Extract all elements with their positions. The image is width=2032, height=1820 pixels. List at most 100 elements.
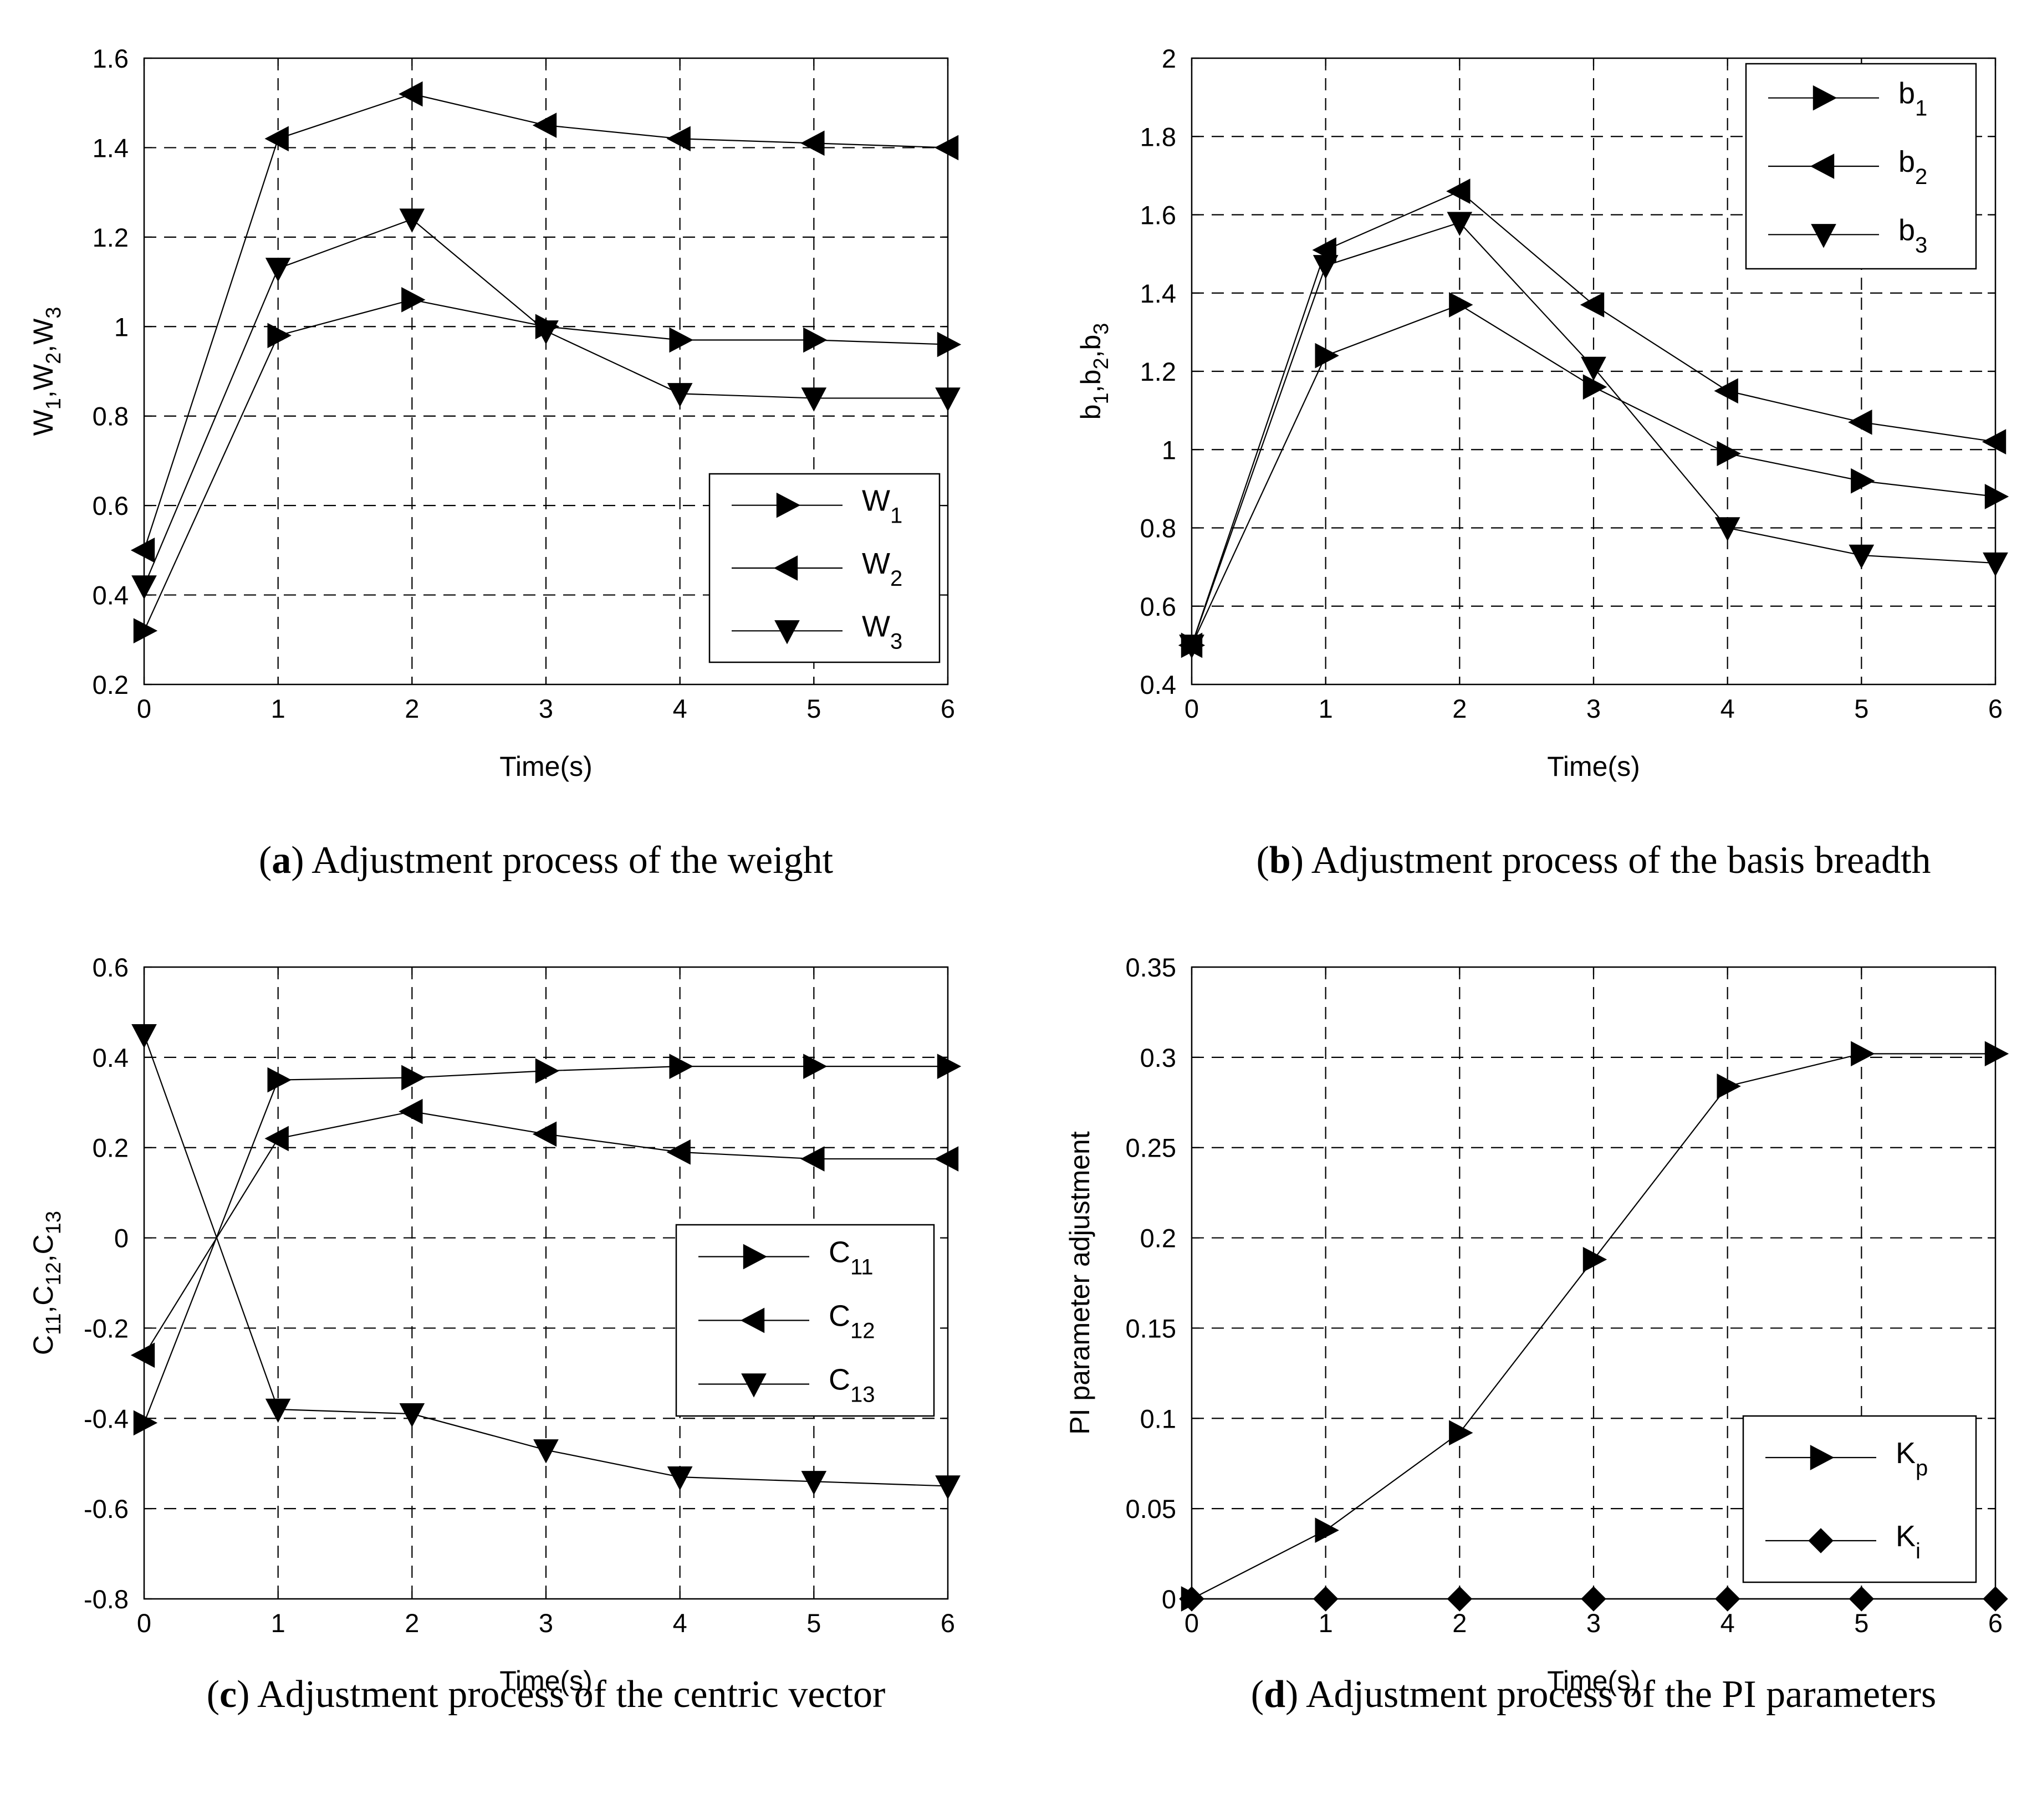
legend: Kp Ki (1742, 1415, 1977, 1583)
data-point-Kp (1717, 1073, 1741, 1099)
x-tick-label: 1 (271, 1608, 285, 1638)
series-W3 (131, 208, 961, 600)
data-point-W3 (667, 383, 693, 407)
series-Ki (1179, 1586, 2008, 1612)
caption-a: (a) Adjustment process of the weight (259, 839, 834, 882)
y-tick-label: 0.8 (1140, 514, 1176, 543)
y-tick-label: -0.8 (84, 1584, 129, 1614)
y-axis-label: PI parameter adjustment (1064, 1131, 1095, 1435)
x-tick-label: 3 (539, 1608, 553, 1638)
legend-marker-C13 (741, 1373, 767, 1398)
data-point-W1 (669, 327, 693, 353)
chart-panel-a: 0 1 2 3 4 5 6 0.2 0.4 0.6 0.8 1 1.2 1.4 1.6 Time(s) W1,W… (28, 44, 962, 882)
data-point-C12 (532, 1121, 557, 1147)
legend-label-C12: C12 (829, 1300, 875, 1343)
data-point-C12 (666, 1139, 691, 1165)
y-tick-label: 1.4 (93, 133, 129, 162)
data-point-C13 (935, 1475, 961, 1500)
x-tick-label: 4 (1720, 1608, 1735, 1638)
data-point-b3 (1983, 552, 2008, 577)
y-tick-label: 0.4 (93, 1043, 129, 1072)
data-point-b1 (1449, 292, 1473, 318)
data-point-b1 (1851, 468, 1875, 494)
data-point-Ki (1983, 1586, 2008, 1612)
legend-marker-W1 (776, 492, 801, 518)
data-point-b2 (1580, 292, 1605, 318)
legend-marker-C12 (740, 1307, 765, 1333)
data-point-C13 (131, 1024, 157, 1049)
y-tick-label: 0.2 (1140, 1224, 1176, 1253)
chart-panel-c: 0 1 2 3 4 5 6 -0.8 -0.6 -0.4 -0.2 0 0.2 0.4 0.6 Time(s)… (28, 953, 962, 1716)
data-point-W2 (934, 135, 959, 161)
x-tick-label: 2 (405, 1608, 419, 1638)
data-point-b3 (1714, 517, 1740, 541)
series-C11 (133, 1054, 962, 1436)
series-b3 (1179, 212, 2008, 659)
x-tick-label: 6 (1988, 694, 2003, 723)
data-point-C11 (401, 1065, 426, 1091)
y-tick-label: 2 (1162, 44, 1176, 73)
data-point-b3 (1849, 544, 1875, 569)
x-tick-label: 5 (1854, 694, 1868, 723)
legend-label-W3: W3 (862, 610, 902, 653)
legend-label-Kp: Kp (1896, 1436, 1928, 1480)
data-point-C11 (133, 1410, 158, 1436)
y-axis-label: W1,W2,W3 (28, 307, 65, 436)
data-point-W3 (801, 387, 827, 412)
x-axis-label: Time(s) (1547, 751, 1640, 782)
data-point-Ki (1447, 1586, 1473, 1612)
y-tick-label: -0.4 (84, 1404, 129, 1433)
legend-label-W2: W2 (862, 547, 902, 591)
y-tick-label: 0.05 (1126, 1494, 1176, 1524)
data-point-C11 (267, 1067, 292, 1093)
legend-marker-Kp (1810, 1445, 1835, 1470)
data-point-W1 (803, 327, 828, 353)
y-axis-label: b1,b2,b3 (1075, 323, 1113, 420)
data-point-W2 (264, 126, 289, 152)
caption-d: (d) Adjustment process of the PI paramet… (1251, 1673, 1936, 1716)
x-tick-label: 4 (673, 694, 687, 723)
data-point-W3 (935, 387, 961, 412)
data-point-Ki (1849, 1586, 1875, 1612)
y-tick-label: 0.6 (93, 953, 129, 982)
data-point-b1 (1315, 342, 1339, 369)
y-tick-label: 0 (114, 1224, 129, 1253)
legend: W1 W2 W3 (708, 473, 941, 663)
x-tick-label: 0 (137, 694, 151, 723)
data-point-W2 (666, 126, 691, 152)
x-axis-label: Time(s) (499, 751, 593, 782)
x-tick-label: 0 (137, 1608, 151, 1638)
legend-label-b1: b1 (1898, 77, 1927, 121)
data-point-b2 (1714, 378, 1738, 404)
data-point-C13 (667, 1466, 693, 1491)
legend-marker-C11 (743, 1244, 768, 1270)
legend: b1 b2 b3 (1745, 63, 1977, 270)
legend-label-C13: C13 (829, 1363, 875, 1407)
data-point-W3 (399, 208, 425, 233)
x-tick-label: 4 (1720, 694, 1735, 723)
data-point-Ki (1313, 1586, 1339, 1612)
y-tick-label: 0.6 (93, 491, 129, 520)
y-tick-label: -0.6 (84, 1494, 129, 1524)
data-point-W1 (401, 287, 426, 313)
y-tick-label: 0 (1162, 1584, 1176, 1614)
x-tick-label: 3 (1586, 694, 1601, 723)
data-point-b1 (1582, 374, 1607, 400)
data-point-Ki (1581, 1586, 1606, 1612)
data-point-C13 (399, 1403, 425, 1428)
y-tick-label: 1 (114, 312, 129, 341)
legend-label-Ki: Ki (1896, 1520, 1921, 1563)
legend: C11 C12 C13 (675, 1224, 935, 1417)
data-point-W1 (937, 331, 962, 357)
x-tick-label: 2 (1452, 694, 1467, 723)
data-point-C12 (934, 1146, 959, 1172)
data-point-Kp (1449, 1420, 1473, 1446)
y-tick-label: 0.25 (1126, 1133, 1176, 1163)
x-tick-label: 2 (1452, 1608, 1467, 1638)
x-tick-label: 0 (1185, 694, 1199, 723)
series-W2 (130, 81, 959, 563)
data-point-Kp (1851, 1041, 1875, 1067)
legend-marker-W3 (774, 620, 800, 645)
data-point-Ki (1179, 1586, 1204, 1612)
x-axis-label: Time(s) (1547, 1665, 1640, 1696)
